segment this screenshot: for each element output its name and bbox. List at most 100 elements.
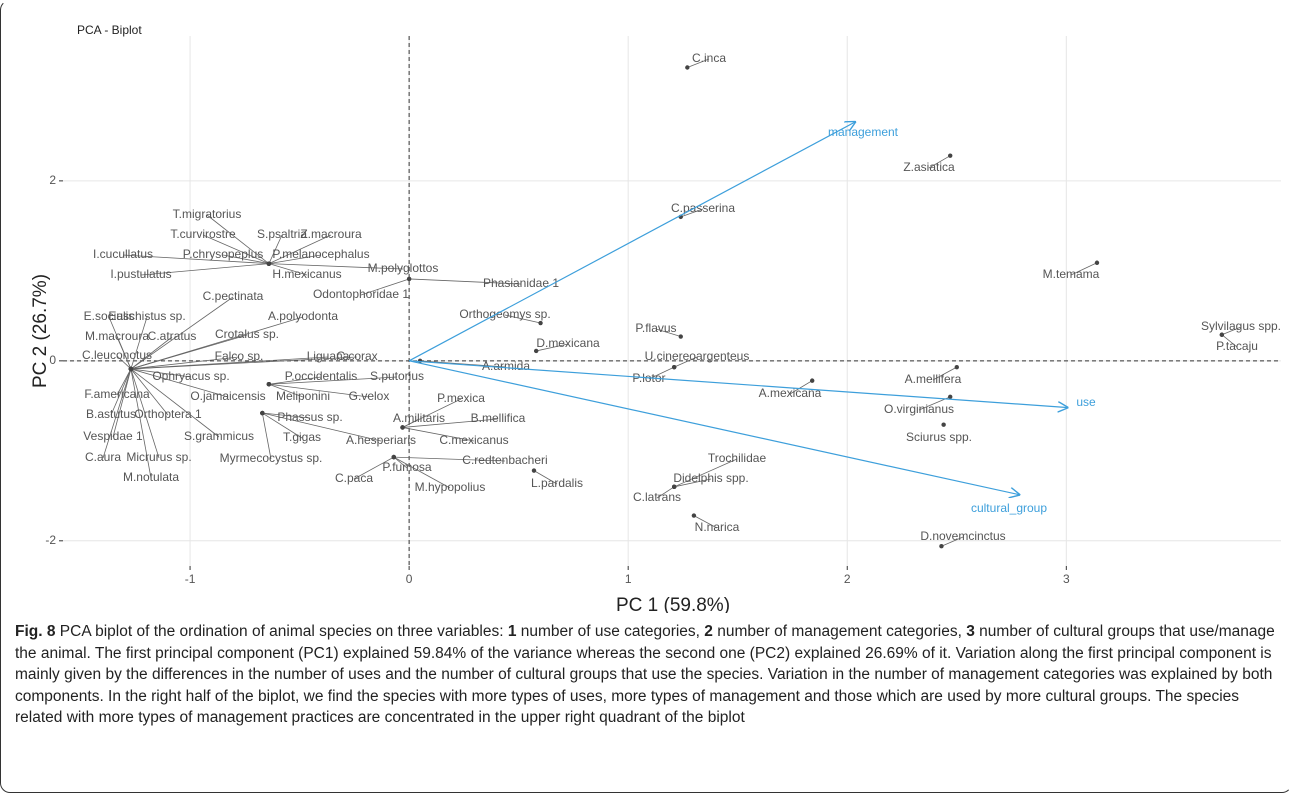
point-label: I.cucullatus bbox=[93, 247, 153, 261]
point-label: Z.asiatica bbox=[903, 160, 955, 174]
point-label: A.mexicana bbox=[759, 386, 822, 400]
point-label: Orthogeomys sp. bbox=[459, 307, 550, 321]
label-leader bbox=[112, 368, 132, 438]
point bbox=[400, 425, 405, 430]
point-label: O.jamaicensis bbox=[190, 389, 265, 403]
point-label: Orthoptera 1 bbox=[134, 407, 202, 421]
point-label: P.tacaju bbox=[1216, 339, 1258, 353]
point-label: E.socialis bbox=[84, 309, 135, 323]
point-label: O.virginianus bbox=[884, 402, 954, 416]
caption-text: number of use categories, bbox=[516, 623, 705, 640]
label-leader bbox=[674, 458, 738, 488]
label-leader bbox=[140, 263, 269, 276]
point-label: Odontophoridae 1 bbox=[313, 287, 409, 301]
point bbox=[939, 544, 944, 549]
point-label: I.iguana bbox=[307, 349, 350, 363]
label-leader bbox=[402, 418, 420, 428]
point-label: C.atratus bbox=[148, 329, 197, 343]
point-label: G.velox bbox=[349, 389, 390, 403]
point-label: U.cinereoargenteus bbox=[645, 349, 750, 363]
point-label: Phassus sp. bbox=[277, 410, 342, 424]
label-leader bbox=[202, 234, 270, 265]
label-leader bbox=[268, 254, 322, 265]
point-label: M.hypopolius bbox=[415, 480, 486, 494]
label-leader bbox=[402, 427, 475, 442]
point-label: Phasianidae 1 bbox=[483, 276, 559, 290]
point bbox=[954, 364, 959, 370]
point bbox=[128, 366, 134, 372]
label-leader bbox=[504, 314, 541, 324]
point-label: P.fumosa bbox=[382, 460, 431, 474]
point-label: Sciurus spp. bbox=[906, 430, 972, 444]
point bbox=[531, 468, 537, 473]
label-leader bbox=[102, 368, 132, 459]
chart-title: PCA - Biplot bbox=[77, 23, 142, 37]
point-label: A.mellifera bbox=[905, 372, 962, 386]
point bbox=[948, 394, 953, 400]
point-label: F.americana bbox=[84, 387, 150, 401]
loading-label: management bbox=[828, 125, 899, 139]
point-label: B.astutus bbox=[86, 407, 136, 421]
point-label: Didelphis spp. bbox=[673, 471, 748, 485]
caption-text: 2 bbox=[704, 623, 713, 640]
caption-text: 1 bbox=[507, 623, 517, 640]
label-leader bbox=[222, 254, 269, 265]
label-leader bbox=[928, 155, 951, 169]
label-leader bbox=[122, 254, 269, 265]
label-leader bbox=[130, 356, 240, 370]
point-label: C.leuconotus bbox=[82, 348, 152, 362]
point bbox=[533, 348, 539, 354]
point-label: M.polyglottos bbox=[368, 261, 439, 275]
y-tick-label: -2 bbox=[45, 533, 56, 547]
point-label: M.temama bbox=[1043, 267, 1100, 281]
x-tick-label: 1 bbox=[625, 572, 632, 586]
label-leader bbox=[409, 278, 522, 285]
x-tick-label: 2 bbox=[844, 572, 851, 586]
label-leader bbox=[932, 366, 957, 381]
label-leader bbox=[130, 336, 173, 370]
point bbox=[810, 378, 815, 383]
point bbox=[1219, 332, 1225, 337]
x-tick-label: 3 bbox=[1063, 572, 1070, 586]
label-leader bbox=[130, 296, 234, 370]
point-label: Vespidae 1 bbox=[83, 429, 143, 443]
point-label: L.pardalis bbox=[531, 476, 583, 490]
point bbox=[691, 513, 697, 518]
point-label: Meliponini bbox=[276, 389, 330, 403]
label-leader bbox=[206, 214, 270, 264]
label-leader bbox=[420, 360, 507, 368]
x-tick-label: 0 bbox=[406, 572, 413, 586]
label-leader bbox=[116, 368, 132, 396]
point bbox=[266, 261, 272, 266]
point-label: Ophryacus sp. bbox=[152, 369, 229, 383]
point bbox=[948, 153, 953, 158]
label-leader bbox=[655, 328, 681, 337]
point-label: P.melanocephalus bbox=[272, 247, 369, 261]
point-label: C.latrans bbox=[633, 490, 681, 504]
point-label: S.grammicus bbox=[184, 429, 254, 443]
label-leader bbox=[261, 412, 272, 460]
caption-text: 3 bbox=[966, 623, 975, 640]
point-label: C.paca bbox=[335, 471, 373, 485]
point bbox=[406, 276, 412, 282]
label-leader bbox=[674, 356, 698, 368]
label-leader bbox=[536, 343, 569, 352]
point-label: D.mexicana bbox=[536, 336, 600, 350]
label-leader bbox=[402, 418, 499, 428]
point-label: Sylvilagus spp. bbox=[1201, 319, 1281, 333]
point bbox=[1094, 260, 1100, 265]
loading-arrow bbox=[408, 121, 856, 362]
point bbox=[671, 364, 677, 370]
point-label: B.mellifica bbox=[471, 411, 526, 425]
label-leader bbox=[110, 368, 132, 416]
label-leader bbox=[680, 208, 704, 218]
point-label: Euschistus sp. bbox=[108, 309, 185, 323]
label-leader bbox=[268, 383, 370, 398]
point-label: T.migratorius bbox=[173, 207, 242, 221]
label-leader bbox=[268, 234, 283, 264]
point bbox=[671, 484, 677, 490]
y-tick-label: 0 bbox=[49, 353, 56, 367]
x-tick-label: -1 bbox=[185, 572, 196, 586]
y-axis-label: PC 2 (26.7%) bbox=[30, 274, 51, 388]
